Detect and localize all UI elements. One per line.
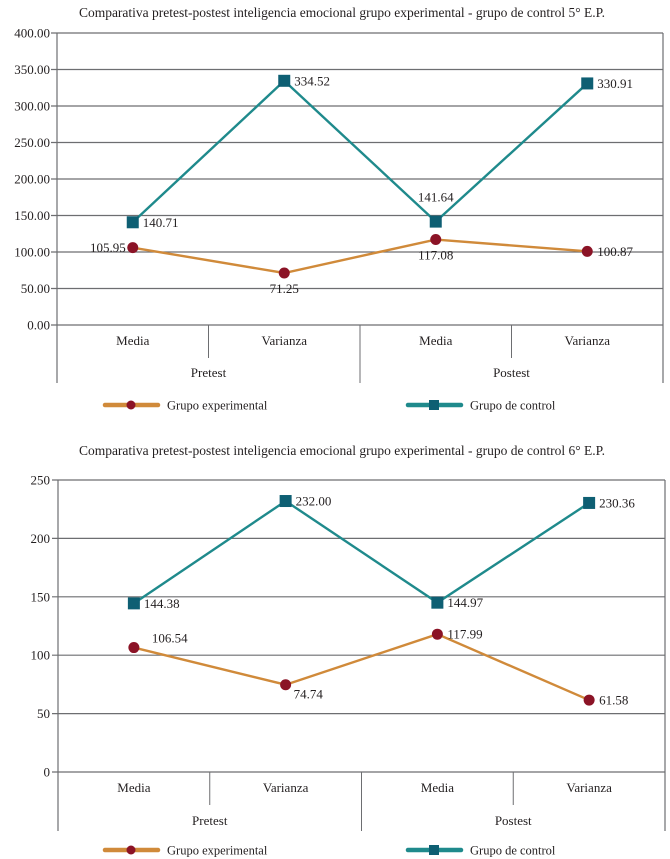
y-tick-label: 50 <box>37 706 50 721</box>
series-line-experimental <box>132 238 588 275</box>
data-point-control <box>583 496 596 509</box>
chart-6ep-svg: Comparativa pretest-postest inteligencia… <box>31 443 666 858</box>
x-category-label: Varianza <box>262 333 308 348</box>
legend-marker-experimental <box>126 400 136 410</box>
y-tick-label: 200.00 <box>14 172 50 187</box>
data-point-experimental <box>431 628 443 640</box>
y-tick-label: 250 <box>31 473 51 488</box>
data-label-control: 232.00 <box>296 494 332 509</box>
data-label-control: 140.71 <box>143 215 179 230</box>
legend-label-control: Grupo de control <box>470 844 556 858</box>
x-category-label: Varianza <box>566 780 612 795</box>
data-point-control <box>126 216 139 229</box>
data-label-experimental: 100.87 <box>597 244 633 259</box>
data-point-control <box>278 74 291 87</box>
x-category-label: Media <box>116 333 149 348</box>
legend-label-experimental: Grupo experimental <box>167 399 268 413</box>
data-point-experimental <box>581 245 593 257</box>
x-group-label: Pretest <box>192 813 228 828</box>
y-tick-label: 0.00 <box>27 318 50 333</box>
data-point-control <box>279 495 292 508</box>
data-label-experimental: 106.54 <box>152 631 188 646</box>
data-label-control: 144.38 <box>144 596 180 611</box>
data-point-control <box>127 597 140 610</box>
data-point-experimental <box>127 242 139 254</box>
legend-label-control: Grupo de control <box>470 399 556 413</box>
y-tick-label: 100 <box>31 648 51 663</box>
x-group-label: Pretest <box>191 365 227 380</box>
legend-marker-control <box>429 400 439 410</box>
data-point-experimental <box>128 642 140 654</box>
y-tick-label: 0 <box>44 765 51 780</box>
data-label-control: 141.64 <box>418 190 454 205</box>
y-tick-label: 250.00 <box>14 135 50 150</box>
y-tick-label: 350.00 <box>14 62 50 77</box>
data-label-experimental: 71.25 <box>270 281 299 296</box>
data-label-experimental: 74.74 <box>294 687 324 702</box>
y-tick-label: 200 <box>31 531 51 546</box>
y-tick-label: 50.00 <box>21 281 50 296</box>
chart-title: Comparativa pretest-postest inteligencia… <box>79 443 605 458</box>
series-line-experimental <box>133 632 590 702</box>
data-point-control <box>581 77 594 90</box>
data-label-control: 334.52 <box>294 73 330 88</box>
y-tick-label: 400.00 <box>14 26 50 41</box>
data-point-experimental <box>430 234 442 246</box>
data-point-experimental <box>280 679 292 691</box>
y-tick-label: 100.00 <box>14 245 50 260</box>
legend-label-experimental: Grupo experimental <box>167 844 268 858</box>
data-label-experimental: 105.95 <box>90 240 126 255</box>
x-category-label: Media <box>117 780 150 795</box>
y-tick-label: 300.00 <box>14 99 50 114</box>
chart-5ep-svg: Comparativa pretest-postest inteligencia… <box>14 5 664 413</box>
x-group-label: Postest <box>493 365 530 380</box>
y-tick-label: 150 <box>31 589 51 604</box>
data-point-control <box>431 596 444 609</box>
x-category-label: Media <box>419 333 452 348</box>
chart-5ep: Comparativa pretest-postest inteligencia… <box>14 5 664 413</box>
x-category-label: Varianza <box>565 333 611 348</box>
data-label-experimental: 117.08 <box>418 248 453 263</box>
data-point-experimental <box>278 267 290 279</box>
data-label-control: 230.36 <box>599 495 635 510</box>
series-line-control <box>131 79 589 224</box>
x-category-label: Varianza <box>263 780 309 795</box>
chart-title: Comparativa pretest-postest inteligencia… <box>79 5 605 20</box>
legend-marker-experimental <box>126 845 136 855</box>
data-point-control <box>429 215 442 228</box>
series-line-control <box>133 499 590 605</box>
data-label-control: 330.91 <box>597 76 633 91</box>
data-label-control: 144.97 <box>447 595 483 610</box>
chart-6ep: Comparativa pretest-postest inteligencia… <box>0 440 670 859</box>
data-label-experimental: 117.99 <box>447 627 482 642</box>
x-group-label: Postest <box>495 813 532 828</box>
x-category-label: Media <box>421 780 454 795</box>
data-point-experimental <box>583 694 595 706</box>
data-label-experimental: 61.58 <box>599 693 628 708</box>
y-tick-label: 150.00 <box>14 208 50 223</box>
legend-marker-control <box>429 845 439 855</box>
